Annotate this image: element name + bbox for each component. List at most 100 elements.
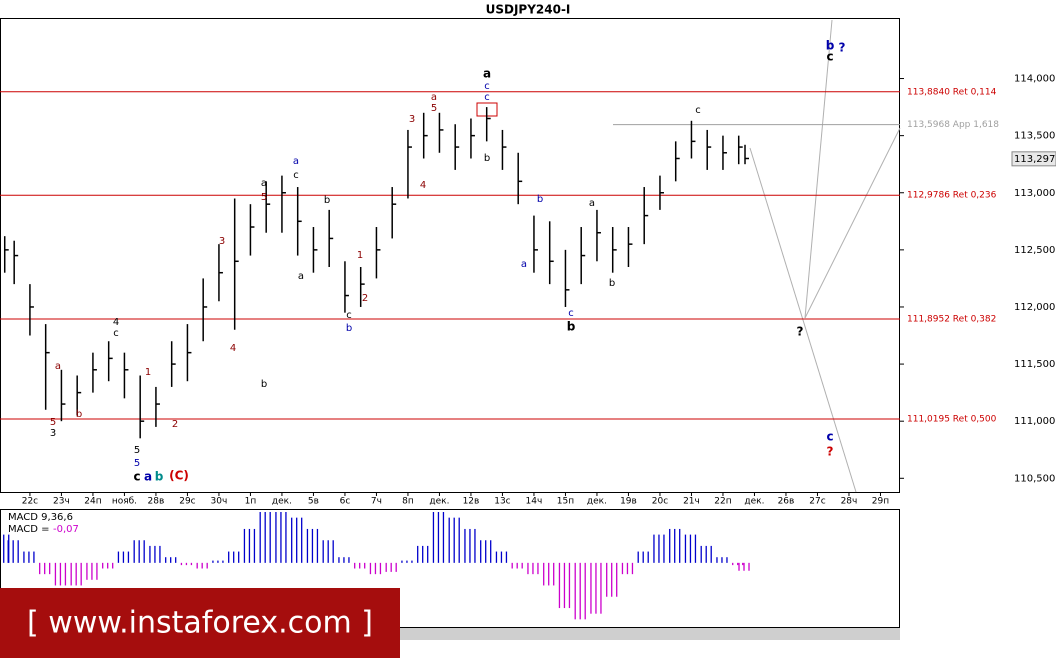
wave-label: a <box>431 92 437 103</box>
trend-line <box>749 147 857 493</box>
wave-label: c <box>568 308 574 319</box>
y-tick-label: 112,500 <box>1014 245 1055 256</box>
x-tick-label: 15п <box>557 497 574 507</box>
y-tick-label: 110,500 <box>1014 473 1055 484</box>
wave-label: b <box>155 470 164 484</box>
wave-label: c <box>826 50 833 64</box>
current-price-label: 113,297 <box>1014 154 1055 165</box>
wave-label: 5 <box>50 417 56 428</box>
macd-value: -0,07 <box>53 524 79 535</box>
wave-label: a <box>293 156 299 167</box>
wave-label: 3 <box>409 114 415 125</box>
wave-label: c <box>346 310 352 321</box>
x-tick-label: 30ч <box>211 497 228 507</box>
wave-label: 5 <box>134 445 140 456</box>
macd-label: MACD 9,36,6 <box>8 512 73 523</box>
wave-label: b <box>324 195 330 206</box>
x-tick-label: 26в <box>778 497 795 507</box>
x-tick-label: 20с <box>652 497 668 507</box>
y-tick-label: 114,000 <box>1014 74 1055 85</box>
x-tick-label: дек. <box>587 497 607 507</box>
wave-label: 3 <box>50 428 56 439</box>
x-tick-label: 6с <box>340 497 351 507</box>
wave-label: a <box>483 67 491 81</box>
wave-label: 3 <box>219 236 225 247</box>
level-label: 113,8840 Ret 0,114 <box>907 87 997 97</box>
x-tick-label: дек. <box>272 497 292 507</box>
wave-label: 4 <box>113 317 119 328</box>
level-label: 112,9786 Ret 0,236 <box>907 191 997 201</box>
y-tick-label: 113,500 <box>1014 131 1055 142</box>
x-tick-label: 27с <box>809 497 825 507</box>
x-tick-label: 14ч <box>526 497 543 507</box>
x-tick-label: 29п <box>872 497 889 507</box>
wave-label: 1 <box>357 250 363 261</box>
x-tick-label: 29с <box>179 497 195 507</box>
wave-label: (C) <box>169 469 189 483</box>
x-tick-label: 1п <box>245 497 257 507</box>
scroll-area <box>400 628 900 640</box>
wave-label: b <box>76 409 82 420</box>
wave-label: c <box>293 170 299 181</box>
wave-label: a <box>55 361 61 372</box>
x-tick-label: 13с <box>494 497 510 507</box>
y-tick-label: 111,000 <box>1014 416 1055 427</box>
wave-label: a <box>144 470 152 484</box>
wave-label: 4 <box>230 343 236 354</box>
wave-label: c <box>133 470 140 484</box>
x-tick-label: 22п <box>714 497 731 507</box>
wave-label: ? <box>827 445 834 459</box>
wave-label: ? <box>797 325 804 339</box>
x-tick-label: 21ч <box>683 497 700 507</box>
macd-value-prefix: MACD = <box>8 524 50 535</box>
wave-label: 5 <box>261 192 267 203</box>
x-tick-label: 24п <box>84 497 101 507</box>
wave-label: ? <box>839 41 846 55</box>
wave-label: b <box>484 153 490 164</box>
x-tick-label: 28ч <box>841 497 858 507</box>
x-tick-label: 12в <box>463 497 480 507</box>
x-tick-label: 5в <box>308 497 319 507</box>
x-tick-label: нояб. <box>112 497 137 507</box>
wave-label: 2 <box>172 419 178 430</box>
wave-label: c <box>113 328 119 339</box>
watermark-box <box>0 588 400 658</box>
chart-title: USDJPY240-I <box>486 3 571 17</box>
y-tick-label: 113,000 <box>1014 188 1055 199</box>
wave-label: a <box>261 178 267 189</box>
x-tick-label: дек. <box>429 497 449 507</box>
x-tick-label: дек. <box>744 497 764 507</box>
level-label: 113,5968 App 1,618 <box>907 120 999 130</box>
plot-frame <box>0 18 900 493</box>
x-tick-label: 23ч <box>53 497 70 507</box>
trend-line <box>804 127 901 319</box>
wave-label: c <box>484 92 490 103</box>
wave-label: c <box>484 81 490 92</box>
trend-line <box>804 19 833 319</box>
wave-label: b <box>346 323 352 334</box>
wave-label: 1 <box>145 367 151 378</box>
wave-label: 2 <box>362 293 368 304</box>
wave-label: 5 <box>431 103 437 114</box>
wave-label: a <box>521 259 527 270</box>
level-label: 111,8952 Ret 0,382 <box>907 314 996 324</box>
macd-frame <box>0 509 900 628</box>
wave-label: b <box>567 320 576 334</box>
x-tick-label: 28в <box>148 497 165 507</box>
wave-label: b <box>261 379 267 390</box>
y-tick-label: 112,000 <box>1014 302 1055 313</box>
x-tick-label: 8п <box>402 497 414 507</box>
watermark: [ www.instaforex.com ] <box>27 606 373 641</box>
wave-label: b <box>826 39 835 53</box>
wave-label: a <box>589 198 595 209</box>
x-tick-label: 7ч <box>371 497 382 507</box>
level-label: 111,0195 Ret 0,500 <box>907 414 997 424</box>
wave-label: c <box>695 105 701 116</box>
x-tick-label: 19в <box>620 497 637 507</box>
wave-label: b <box>609 278 615 289</box>
current-price-box <box>1011 151 1056 167</box>
x-tick-label: 22с <box>22 497 38 507</box>
y-tick-label: 111,500 <box>1014 359 1055 370</box>
